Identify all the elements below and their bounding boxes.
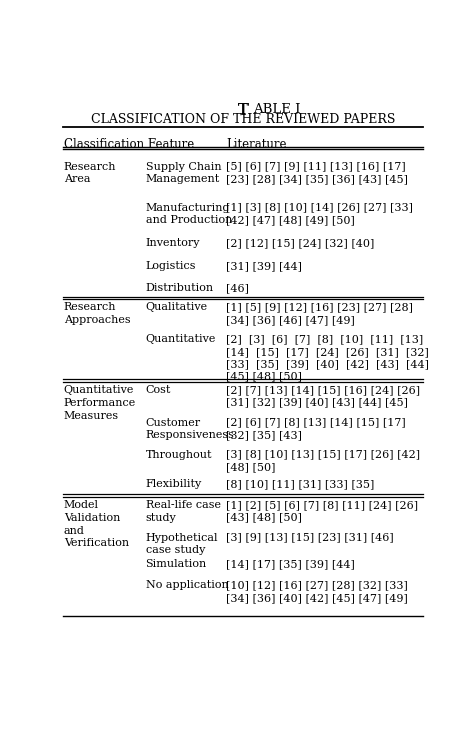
Text: Real-life case
study: Real-life case study [146,500,220,523]
Text: [5] [6] [7] [9] [11] [13] [16] [17]
[23] [28] [34] [35] [36] [43] [45]: [5] [6] [7] [9] [11] [13] [16] [17] [23]… [227,162,409,184]
Text: Model
Validation
and
Verification: Model Validation and Verification [64,500,129,548]
Text: Research
Area: Research Area [64,162,116,184]
Text: [3] [8] [10] [13] [15] [17] [26] [42]
[48] [50]: [3] [8] [10] [13] [15] [17] [26] [42] [4… [227,450,420,472]
Text: Manufacturing
and Production: Manufacturing and Production [146,203,232,225]
Text: T: T [237,102,248,119]
Text: Hypothetical
case study: Hypothetical case study [146,533,218,555]
Text: Distribution: Distribution [146,283,214,293]
Text: [31] [39] [44]: [31] [39] [44] [227,262,302,271]
Text: Quantitative: Quantitative [146,335,216,345]
Text: [2] [12] [15] [24] [32] [40]: [2] [12] [15] [24] [32] [40] [227,238,375,248]
Text: [14] [17] [35] [39] [44]: [14] [17] [35] [39] [44] [227,559,356,569]
Text: Throughout: Throughout [146,450,212,459]
Text: ABLE I: ABLE I [253,104,301,116]
Text: TABLE I: TABLE I [212,103,273,117]
Text: [1] [5] [9] [12] [16] [23] [27] [28]
[34] [36] [46] [47] [49]: [1] [5] [9] [12] [16] [23] [27] [28] [34… [227,303,413,325]
Text: Research
Approaches: Research Approaches [64,303,130,325]
Text: [10] [12] [16] [27] [28] [32] [33]
[34] [36] [40] [42] [45] [47] [49]: [10] [12] [16] [27] [28] [32] [33] [34] … [227,580,408,603]
Text: [1] [2] [5] [6] [7] [8] [11] [24] [26]
[43] [48] [50]: [1] [2] [5] [6] [7] [8] [11] [24] [26] [… [227,500,419,523]
Text: [46]: [46] [227,283,249,293]
Text: CLASSIFICATION OF THE REVIEWED PAPERS: CLASSIFICATION OF THE REVIEWED PAPERS [91,113,395,125]
Text: Logistics: Logistics [146,262,196,271]
Text: T: T [238,103,248,117]
Text: Customer
Responsiveness: Customer Responsiveness [146,418,235,440]
Text: Literature: Literature [227,138,287,151]
Text: [1] [3] [8] [10] [14] [26] [27] [33]
[42] [47] [48] [49] [50]: [1] [3] [8] [10] [14] [26] [27] [33] [42… [227,203,413,225]
Text: [2] [6] [7] [8] [13] [14] [15] [17]
[32] [35] [43]: [2] [6] [7] [8] [13] [14] [15] [17] [32]… [227,418,406,440]
Text: Classification Feature: Classification Feature [64,138,194,151]
Text: Quantitative
Performance
Measures: Quantitative Performance Measures [64,385,136,421]
Text: Simulation: Simulation [146,559,207,569]
Text: Flexibility: Flexibility [146,479,202,488]
Text: [8] [10] [11] [31] [33] [35]: [8] [10] [11] [31] [33] [35] [227,479,375,488]
Text: [2]  [3]  [6]  [7]  [8]  [10]  [11]  [13]
[14]  [15]  [17]  [24]  [26]  [31]  [3: [2] [3] [6] [7] [8] [10] [11] [13] [14] … [227,335,429,382]
Text: Supply Chain
Management: Supply Chain Management [146,162,221,184]
Text: [3] [9] [13] [15] [23] [31] [46]: [3] [9] [13] [15] [23] [31] [46] [227,533,394,542]
Text: [2] [7] [13] [14] [15] [16] [24] [26]
[31] [32] [39] [40] [43] [44] [45]: [2] [7] [13] [14] [15] [16] [24] [26] [3… [227,385,420,408]
Text: Inventory: Inventory [146,238,200,248]
Text: Cost: Cost [146,385,171,395]
Text: Qualitative: Qualitative [146,303,208,313]
Text: No application: No application [146,580,228,590]
